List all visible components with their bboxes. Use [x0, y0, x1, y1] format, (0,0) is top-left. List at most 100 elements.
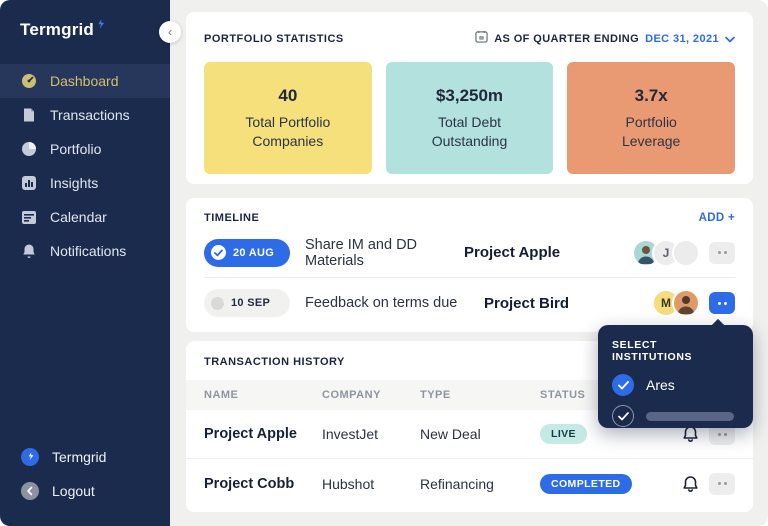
timeline-more-button-active[interactable] [709, 292, 735, 314]
sidebar-item-label: Insights [50, 175, 99, 191]
bell-icon [21, 243, 37, 259]
stat-card-total-portfolio-companies: 40 Total Portfolio Companies [204, 62, 372, 174]
spark-circle-icon [21, 448, 39, 466]
timeline-row[interactable]: 10 SEP Feedback on terms due Project Bir… [204, 278, 735, 328]
stat-cards: 40 Total Portfolio Companies $3,250m Tot… [204, 62, 736, 174]
sidebar-nav: Dashboard Transactions Portfolio Insight… [0, 64, 170, 268]
timeline-project: Project Apple [464, 244, 561, 261]
table-row[interactable]: Project Cobb Hubshot Refinancing COMPLET… [186, 459, 753, 508]
stat-label: Total Portfolio Companies [245, 113, 331, 149]
sidebar-item-notifications[interactable]: Notifications [0, 234, 170, 268]
sidebar: Termgrid ‹ Dashboard Transactions [0, 0, 181, 526]
sidebar-item-logout[interactable]: Logout [0, 474, 170, 508]
transaction-company: InvestJet [322, 426, 379, 442]
check-circle-icon [211, 245, 226, 260]
notification-bell-button[interactable] [682, 425, 699, 443]
institution-option-redacted[interactable] [612, 405, 739, 427]
arrow-left-circle-icon [21, 482, 39, 500]
transaction-name: Project Cobb [204, 475, 295, 492]
timeline-panel: TIMELINE ADD + 20 AUG Share IM and DD Ma… [186, 198, 753, 332]
sidebar-footer: Termgrid Logout [0, 440, 170, 508]
sidebar-item-label: Calendar [50, 209, 107, 225]
sidebar-item-calendar[interactable]: Calendar [0, 200, 170, 234]
sidebar-item-transactions[interactable]: Transactions [0, 98, 170, 132]
check-circle-outline-icon [612, 405, 634, 427]
notification-bell-button[interactable] [682, 475, 699, 493]
chevron-down-icon [725, 30, 735, 48]
stat-value: 3.7x [634, 85, 668, 105]
transaction-type: New Deal [420, 426, 481, 442]
dropdown-title: SELECT INSTITUTIONS [612, 339, 693, 363]
avatar-group: J [632, 238, 700, 267]
stat-card-total-debt-outstanding: $3,250m Total Debt Outstanding [385, 62, 554, 174]
footer-item-label: Logout [52, 483, 95, 499]
stat-value: 40 [278, 85, 298, 105]
timeline-task: Share IM and DD Materials [305, 236, 418, 269]
timeline-add-button[interactable]: ADD + [698, 212, 735, 224]
period-label: AS OF QUARTER ENDING [494, 33, 640, 45]
transaction-name: Project Apple [204, 426, 297, 442]
sidebar-item-termgrid[interactable]: Termgrid [0, 440, 170, 474]
bar-chart-icon [21, 175, 37, 191]
dashboard-icon [21, 73, 37, 89]
date-badge-label: 10 SEP [231, 297, 271, 309]
column-header-name: NAME [204, 389, 239, 401]
sidebar-item-label: Portfolio [50, 141, 102, 157]
pie-chart-icon [21, 141, 37, 157]
sidebar-item-insights[interactable]: Insights [0, 166, 170, 200]
date-badge-pending: 10 SEP [204, 289, 290, 317]
redacted-institution-name [646, 411, 734, 421]
stat-label: Portfolio Leverage [621, 113, 681, 149]
transaction-type: Refinancing [420, 475, 494, 492]
avatar-empty [672, 238, 700, 267]
portfolio-statistics-panel: PORTFOLIO STATISTICS AS OF QUARTER ENDIN… [186, 12, 753, 184]
status-badge-completed: COMPLETED [540, 473, 632, 494]
sidebar-item-label: Transactions [50, 107, 130, 123]
institution-label: Ares [646, 377, 675, 393]
stat-card-portfolio-leverage: 3.7x Portfolio Leverage [567, 62, 736, 174]
date-badge-done: 20 AUG [204, 238, 290, 267]
app-logo: Termgrid [0, 0, 170, 40]
stat-label: Total Debt Outstanding [431, 113, 508, 149]
sidebar-collapse-button[interactable]: ‹ [159, 21, 181, 43]
date-badge-label: 20 AUG [233, 246, 275, 259]
transaction-company: Hubshot [322, 475, 375, 492]
status-badge-live: LIVE [540, 424, 587, 444]
transaction-history-title: TRANSACTION HISTORY [204, 356, 345, 368]
main-content: PORTFOLIO STATISTICS AS OF QUARTER ENDIN… [170, 0, 768, 526]
table-row[interactable]: Project Apple InvestJet New Deal LIVE [186, 410, 753, 459]
institution-option-ares[interactable]: Ares [612, 374, 739, 396]
column-header-company: COMPANY [322, 389, 381, 401]
calendar-icon [21, 209, 37, 225]
logo-text: Termgrid [20, 20, 95, 39]
empty-circle-icon [211, 296, 224, 310]
timeline-more-button[interactable] [709, 241, 735, 264]
timeline-task: Feedback on terms due [305, 295, 458, 311]
check-circle-filled-icon [612, 374, 634, 396]
sidebar-item-dashboard[interactable]: Dashboard [0, 64, 170, 98]
avatar-group: M [652, 289, 700, 317]
timeline-project: Project Bird [484, 294, 570, 312]
period-value: DEC 31, 2021 [645, 33, 719, 45]
transaction-status-cell: LIVE [540, 424, 670, 444]
row-more-button[interactable] [709, 423, 735, 445]
sidebar-item-label: Dashboard [50, 73, 119, 89]
row-more-button[interactable] [709, 472, 735, 495]
sidebar-item-label: Notifications [50, 243, 127, 259]
portfolio-statistics-title: PORTFOLIO STATISTICS [204, 33, 344, 45]
transaction-status-cell: COMPLETED [540, 473, 670, 494]
row-actions [682, 472, 735, 495]
row-actions [682, 423, 735, 445]
footer-item-label: Termgrid [52, 449, 107, 465]
document-icon [21, 107, 37, 123]
quarter-ending-selector[interactable]: AS OF QUARTER ENDING DEC 31, 2021 [475, 30, 735, 48]
sidebar-item-portfolio[interactable]: Portfolio [0, 132, 170, 166]
stat-value: $3,250m [435, 85, 504, 105]
column-header-status: STATUS [540, 389, 586, 401]
select-institutions-dropdown: SELECT INSTITUTIONS Ares [598, 318, 753, 428]
column-header-type: TYPE [420, 389, 451, 401]
timeline-row[interactable]: 20 AUG Share IM and DD Materials Project… [204, 228, 735, 278]
avatar-photo [672, 289, 700, 317]
timeline-title: TIMELINE [204, 212, 260, 224]
